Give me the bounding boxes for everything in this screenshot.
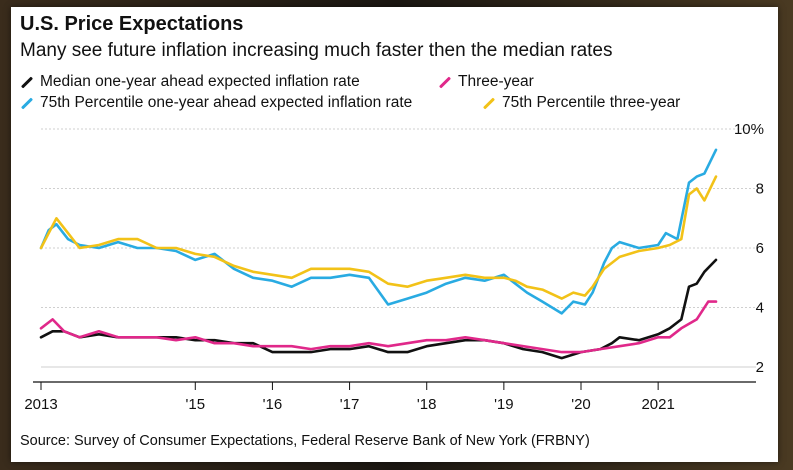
legend-item-median-one-year: Median one-year ahead expected inflation… — [20, 73, 360, 91]
x-axis: 2013 '15 '16 '17 '18 '19 '20 2021 — [24, 381, 756, 413]
legend-label-75th-three-year: 75th Percentile three-year — [502, 94, 681, 111]
series-line-3 — [39, 175, 718, 300]
y-tick-label-10: 10% — [734, 121, 764, 138]
chart-card: U.S. Price Expectations Many see future … — [11, 7, 778, 462]
x-tick-label-0: 2013 — [24, 396, 57, 413]
y-tick-label-8: 8 — [756, 181, 764, 198]
x-tick-label-5: '19 — [494, 396, 514, 413]
legend-item-three-year: Three-year — [438, 73, 534, 91]
y-tick-label-2: 2 — [756, 359, 764, 376]
grid-lines — [41, 128, 756, 368]
x-tick-label-3: '17 — [340, 396, 360, 413]
chart-title: U.S. Price Expectations — [20, 13, 244, 35]
x-tick-label-4: '18 — [417, 396, 437, 413]
x-tick-label-6: '20 — [571, 396, 591, 413]
chart-subtitle: Many see future inflation increasing muc… — [20, 40, 613, 61]
x-tick-label-1: '15 — [186, 396, 206, 413]
legend-label-three-year: Three-year — [458, 73, 534, 90]
series-line-2 — [39, 148, 718, 315]
series-line-1 — [39, 300, 718, 354]
y-axis-ticks: 2 4 6 8 10% — [734, 121, 764, 376]
y-tick-label-6: 6 — [756, 240, 764, 257]
legend-label-75th-one-year: 75th Percentile one-year ahead expected … — [40, 94, 413, 111]
x-tick-label-2: '16 — [263, 396, 283, 413]
legend-item-75th-three-year: 75th Percentile three-year — [482, 94, 680, 112]
y-tick-label-4: 4 — [756, 300, 764, 317]
legend-label-median-one-year: Median one-year ahead expected inflation… — [40, 73, 360, 90]
source-note: Source: Survey of Consumer Expectations,… — [20, 433, 590, 449]
series-lines — [39, 148, 718, 360]
line-chart: 2 4 6 8 10% 2013 '15 '16 '17 '18 '19 '20 2021 — [24, 121, 764, 413]
series-line-0 — [39, 258, 718, 360]
x-tick-label-7: 2021 — [641, 396, 674, 413]
legend-item-75th-one-year: 75th Percentile one-year ahead expected … — [20, 94, 412, 112]
